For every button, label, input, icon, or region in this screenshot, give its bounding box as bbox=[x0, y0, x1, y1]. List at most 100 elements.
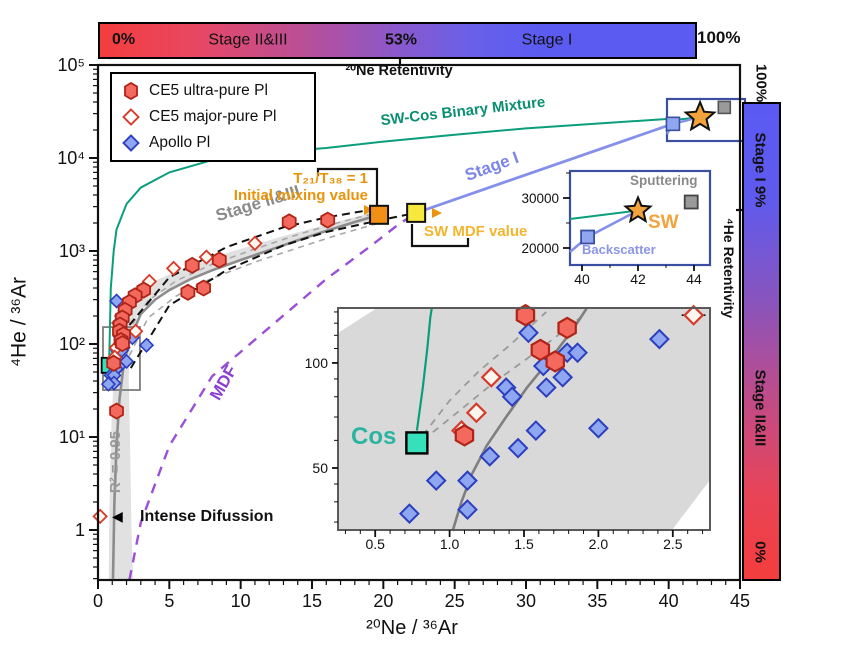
rightbar-100pct: 100% bbox=[752, 63, 770, 103]
cos-inset-x-ticklabel: 2.0 bbox=[589, 536, 609, 552]
sputtering-square-main bbox=[717, 100, 732, 115]
ce5-ultra-point bbox=[196, 279, 212, 297]
he-retentivity-label: ⁴He Retentivity bbox=[721, 217, 737, 319]
ce5-major-point bbox=[198, 249, 215, 265]
apollo-point bbox=[138, 337, 155, 353]
sw-mdf-bracket bbox=[410, 224, 470, 248]
apollo-point-inset bbox=[525, 420, 547, 441]
cos-inset-y-ticklabel: 50 bbox=[312, 460, 328, 476]
legend-box: CE5 ultra-pure Pl CE5 major-pure Pl Apol… bbox=[110, 72, 316, 162]
sw-star-main bbox=[683, 99, 717, 132]
topbar-stage1: Stage I bbox=[521, 31, 573, 49]
cos-inset-gray-curve bbox=[451, 307, 588, 532]
x-axis-ticklabel: 10 bbox=[231, 591, 251, 611]
mdf-curve bbox=[128, 211, 417, 581]
cos-inset-y-ticklabel: 100 bbox=[305, 355, 329, 371]
apollo-point-inset bbox=[518, 322, 539, 344]
t-ratio-label: T₂₁/T₃₈ = 1 bbox=[293, 170, 368, 187]
cos-inset-green-line bbox=[415, 308, 433, 431]
open-diamond-marker-icon bbox=[122, 108, 140, 126]
ce5-ultra-point-inset bbox=[545, 350, 566, 373]
cos-label: Cos bbox=[351, 423, 397, 450]
ce5-ultra-point-inset bbox=[530, 338, 551, 362]
plot-border bbox=[96, 63, 742, 582]
hexagon-marker-icon bbox=[124, 82, 138, 100]
legend-label: Apollo Pl bbox=[149, 134, 211, 151]
ce5-major-point bbox=[165, 260, 182, 277]
x-axis-ticklabel: 0 bbox=[93, 591, 103, 611]
ce5-ultra-point-inset bbox=[515, 303, 536, 327]
sw-mdf-value-label: SW MDF value bbox=[424, 223, 528, 240]
y-axis-ticklabel: 10⁵ bbox=[58, 55, 85, 75]
apollo-point-inset bbox=[457, 470, 478, 492]
topbar-100pct: 100% bbox=[697, 28, 741, 47]
apollo-point bbox=[100, 376, 117, 392]
ce5-ultra-point bbox=[115, 335, 130, 353]
ne-retentivity-bar: 0% Stage II&III 53% Stage I bbox=[98, 22, 697, 59]
sw-inset-x-ticklabel: 40 bbox=[574, 271, 590, 287]
sw-mdf-square bbox=[406, 202, 427, 223]
initial-mixing-label: Initial mixing value bbox=[233, 187, 368, 204]
ce5-ultra-point bbox=[109, 402, 124, 420]
sw-star-inset bbox=[623, 194, 653, 224]
cos-inset-dash1 bbox=[422, 311, 547, 436]
cos-inset-x-ticklabel: 0.5 bbox=[365, 536, 385, 552]
y-axis-ticklabel: 10² bbox=[59, 334, 85, 354]
apollo-point-inset bbox=[425, 470, 447, 492]
stage23-dashed-upper bbox=[125, 213, 373, 334]
topbar-stage23: Stage II&III bbox=[208, 31, 288, 49]
rightbar-stage23: Stage II&III bbox=[751, 369, 769, 447]
x-axis-ticklabel: 25 bbox=[445, 591, 465, 611]
topbar-0pct: 0% bbox=[112, 31, 136, 48]
apollo-point-inset bbox=[567, 342, 588, 364]
rightbar-0pct: 0% bbox=[751, 541, 769, 563]
orange-arrow bbox=[364, 205, 374, 215]
apollo-point-inset bbox=[399, 503, 420, 525]
sw-label: SW bbox=[648, 212, 679, 233]
ce5-major-point-inset bbox=[465, 402, 487, 424]
ce5-ultra-point bbox=[184, 256, 200, 274]
backscatter-square bbox=[580, 229, 595, 245]
sw-inset-y-ticklabel: 30000 bbox=[521, 191, 559, 206]
cos-inset-x-ticklabel: 1.0 bbox=[440, 536, 460, 552]
stage23-dashed-lower bbox=[128, 222, 380, 356]
legend-item-apollo: Apollo Pl bbox=[122, 134, 314, 152]
ce5-major-point bbox=[127, 323, 144, 340]
he-retentivity-bar bbox=[742, 102, 781, 581]
legend-label: CE5 ultra-pure Pl bbox=[149, 82, 268, 99]
initial-mixing-bracket bbox=[316, 167, 379, 205]
diffusion-arrow-icon: ◀ bbox=[112, 508, 123, 524]
ce5-ultra-point bbox=[180, 283, 196, 301]
apollo-point-inset bbox=[507, 437, 529, 459]
apollo-point-inset bbox=[479, 445, 501, 467]
x-axis-ticklabel: 30 bbox=[516, 591, 536, 611]
ce5-major-point-inset bbox=[480, 366, 502, 388]
ce5-major-point bbox=[247, 235, 263, 252]
y-axis-ticklabel: 1 bbox=[75, 520, 85, 540]
apollo-point-inset bbox=[552, 366, 574, 388]
apollo-point-inset bbox=[457, 499, 478, 521]
rightbar-stage1: Stage I 9% bbox=[751, 132, 769, 208]
sw-inset-x-ticklabel: 42 bbox=[630, 271, 646, 287]
legend-item-major: CE5 major-pure Pl bbox=[122, 108, 314, 126]
ce5-ultra-point bbox=[211, 251, 227, 269]
y-axis-ticklabel: 10⁴ bbox=[57, 148, 85, 168]
backscatter-label: Backscatter bbox=[582, 242, 656, 257]
y-axis-ticklabel: 10¹ bbox=[59, 427, 85, 447]
legend-label: CE5 major-pure Pl bbox=[149, 108, 277, 125]
x-axis-ticklabel: 45 bbox=[730, 591, 750, 611]
cos-square-inset bbox=[405, 431, 429, 455]
x-axis-title: ²⁰Ne / ³⁶Ar bbox=[366, 617, 458, 640]
cos-inset-x-ticklabel: 1.5 bbox=[514, 536, 534, 552]
x-axis-ticklabel: 35 bbox=[587, 591, 607, 611]
apollo-point-inset bbox=[535, 377, 557, 398]
ce5-ultra-point-inset bbox=[557, 316, 577, 340]
ce5-ultra-point bbox=[106, 354, 122, 372]
sw-inset-y-ticklabel: 20000 bbox=[521, 241, 559, 256]
sw-inset-green-line bbox=[569, 209, 639, 220]
x-axis-ticklabel: 15 bbox=[302, 591, 322, 611]
initial-mixing-square bbox=[369, 204, 390, 225]
black-dashed-lower bbox=[129, 213, 410, 369]
sputtering-square bbox=[683, 194, 699, 210]
